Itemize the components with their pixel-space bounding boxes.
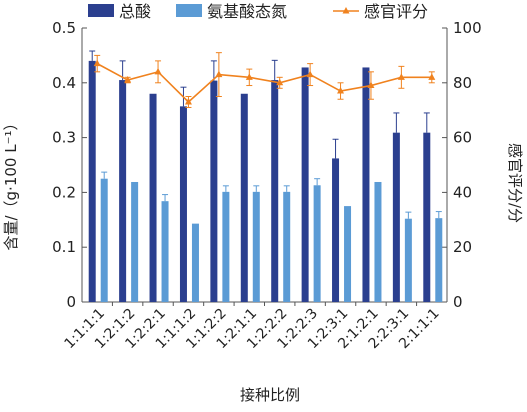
plot-area: 00.10.20.30.40.50204060801001:1:1:11:2:1… [52, 19, 482, 352]
bar [344, 206, 352, 302]
y2-tick-label: 0 [453, 293, 463, 311]
bar [374, 181, 382, 302]
score-marker [154, 67, 162, 75]
legend: 总酸 氨基酸态氮 感官评分 [88, 2, 428, 21]
bar [149, 93, 157, 302]
bar [222, 191, 230, 302]
legend-label: 感官评分 [364, 2, 428, 21]
y-tick-label: 0.5 [52, 19, 76, 37]
legend-swatch [176, 4, 202, 17]
y-tick-label: 0 [66, 293, 76, 311]
legend-label: 总酸 [119, 2, 151, 21]
bar [362, 67, 370, 303]
bar [271, 80, 279, 302]
bar [313, 185, 321, 302]
legend-swatch [88, 4, 114, 17]
legend-marker [342, 7, 350, 14]
y2-axis-label: 感官评分/分 [506, 143, 524, 223]
y2-tick-label: 60 [453, 129, 472, 147]
score-marker [124, 76, 132, 83]
score-marker [93, 59, 101, 67]
bar [435, 218, 443, 302]
bar [210, 80, 218, 302]
score-marker [428, 73, 436, 80]
y2-tick-label: 20 [453, 238, 472, 256]
legend-label: 氨基酸态氮 [207, 2, 287, 21]
y2-tick-label: 80 [453, 74, 472, 92]
y-tick-label: 0.2 [52, 183, 76, 201]
bar [88, 60, 96, 302]
score-marker [306, 70, 314, 78]
score-marker [276, 78, 284, 86]
bar [131, 181, 139, 302]
bar [252, 191, 260, 302]
y-tick-label: 0.3 [52, 129, 76, 147]
x-axis-label: 接种比例 [240, 386, 300, 404]
score-line [96, 62, 432, 104]
bar [179, 106, 187, 302]
score-marker [184, 97, 192, 105]
bar [161, 201, 169, 302]
y2-tick-label: 100 [453, 19, 482, 37]
bar [119, 80, 127, 302]
bar [404, 218, 412, 302]
score-marker [245, 73, 253, 80]
y-axis-label: 含量/（g·100 L⁻¹） [2, 115, 20, 250]
score-marker [337, 87, 345, 94]
y-tick-label: 0.1 [52, 238, 76, 256]
bar [301, 67, 309, 303]
bar [392, 132, 400, 302]
bar [240, 93, 248, 302]
bar [191, 223, 199, 302]
bar [423, 132, 431, 302]
y-tick-label: 0.4 [52, 74, 76, 92]
score-marker [397, 73, 405, 80]
score-marker [215, 70, 223, 78]
y2-tick-label: 40 [453, 183, 472, 201]
bar [100, 178, 108, 302]
bar [332, 158, 340, 302]
bar [283, 191, 291, 302]
score-marker [367, 81, 375, 89]
